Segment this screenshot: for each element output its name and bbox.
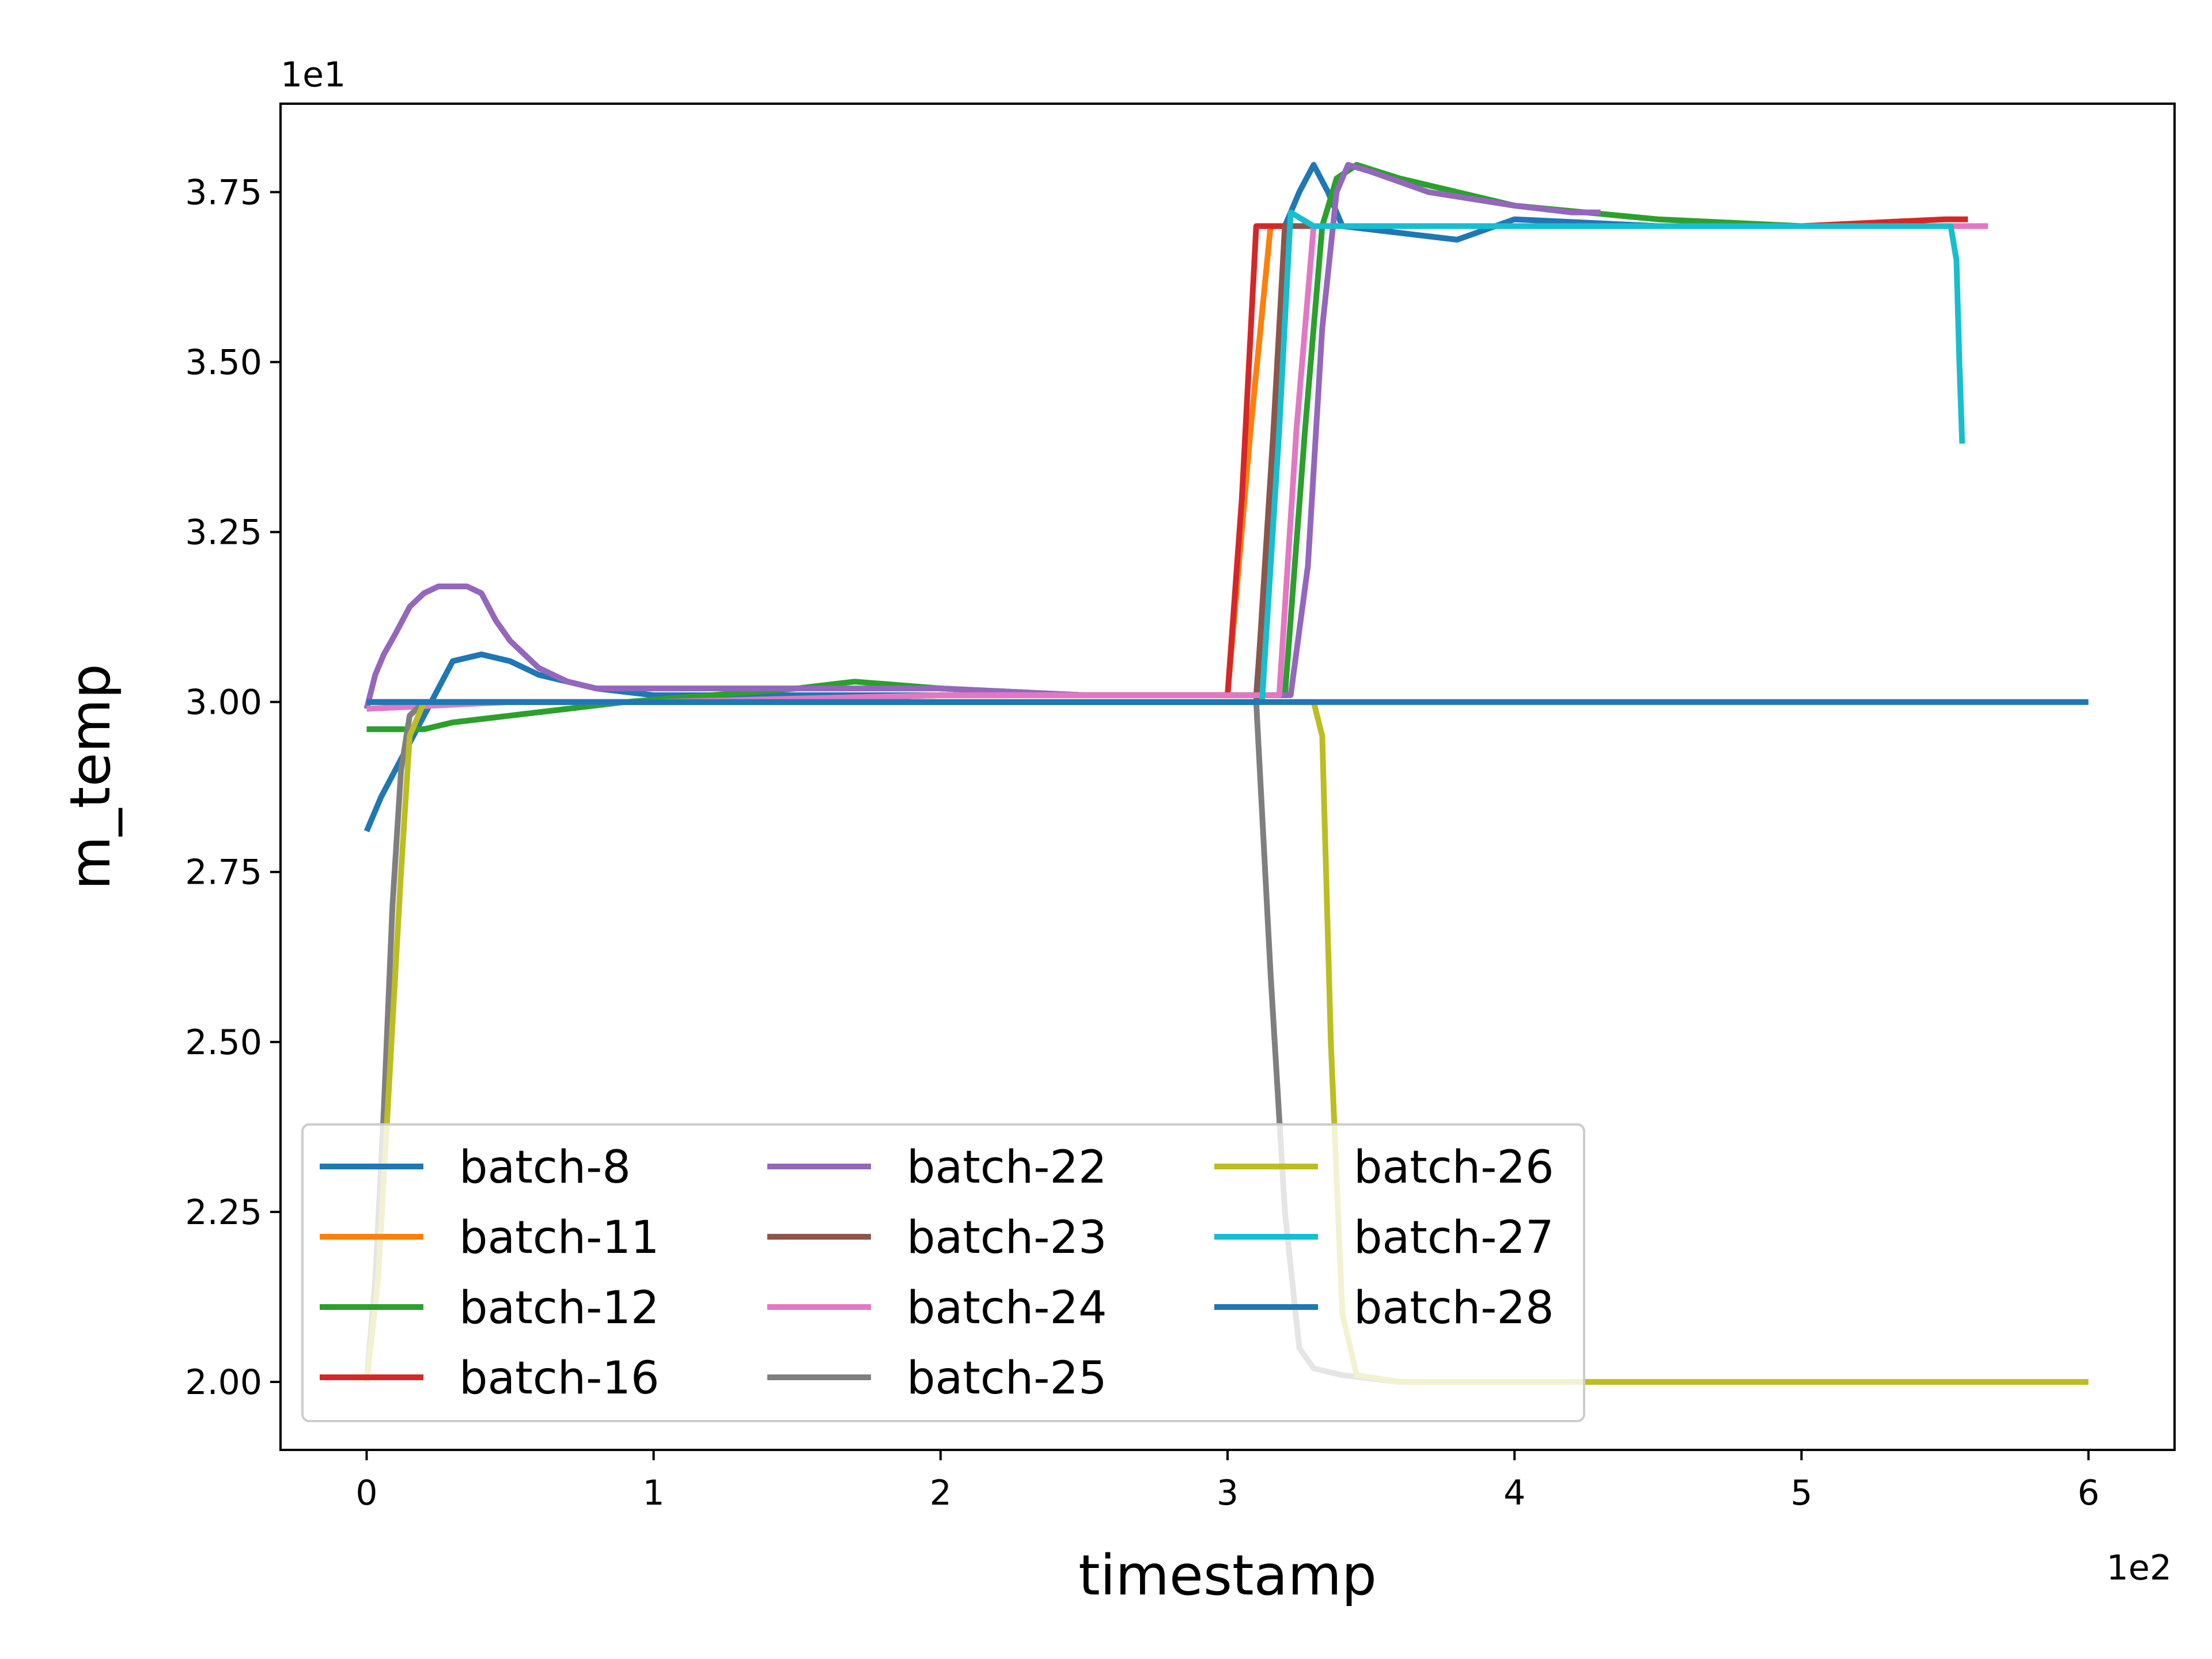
x-offset-text: 1e2 xyxy=(2107,1548,2172,1588)
series-line-batch-22 xyxy=(363,162,1601,710)
legend-label: batch-24 xyxy=(907,1282,1107,1334)
x-tick-label: 0 xyxy=(355,1473,377,1513)
x-tick-label: 6 xyxy=(2077,1473,2099,1513)
legend: batch-8 batch-11 batch-12 batch-16 batch-22 b… xyxy=(301,1123,1585,1422)
y-tick-label: 3.75 xyxy=(185,172,262,213)
x-tick-label: 2 xyxy=(930,1473,952,1513)
legend-label: batch-22 xyxy=(907,1142,1107,1194)
x-tick-label: 5 xyxy=(1790,1473,1812,1513)
legend-box xyxy=(301,1123,1585,1422)
legend-label: batch-8 xyxy=(459,1142,631,1194)
y-tick-label: 3.50 xyxy=(185,343,262,383)
y-tick-label: 2.50 xyxy=(185,1022,262,1063)
legend-label: batch-28 xyxy=(1354,1282,1554,1334)
lines-layer xyxy=(363,162,2089,1385)
ticks-layer: 0 1 2 3 4 5 6 2.00 2.25 2.50 2.75 3.00 3.25 3.50 3.75 xyxy=(185,172,2099,1513)
x-tick-label: 4 xyxy=(1503,1473,1525,1513)
legend-label: batch-26 xyxy=(1354,1142,1554,1194)
y-offset-text: 1e1 xyxy=(281,55,346,95)
y-tick-label: 2.00 xyxy=(185,1362,262,1403)
legend-label: batch-25 xyxy=(907,1353,1107,1404)
y-tick-label: 2.25 xyxy=(185,1192,262,1233)
legend-label: batch-16 xyxy=(459,1353,660,1404)
y-tick-label: 3.00 xyxy=(185,683,262,723)
x-axis-title: timestamp xyxy=(1078,1543,1377,1608)
x-tick-label: 1 xyxy=(643,1473,665,1513)
legend-label: batch-23 xyxy=(907,1212,1107,1264)
y-tick-label: 2.75 xyxy=(185,853,262,893)
legend-label: batch-11 xyxy=(459,1212,660,1264)
y-tick-label: 3.25 xyxy=(185,513,262,553)
y-axis-title: m_temp xyxy=(58,664,123,890)
legend-label: batch-12 xyxy=(459,1282,660,1334)
x-tick-label: 3 xyxy=(1217,1473,1238,1513)
legend-label: batch-27 xyxy=(1354,1212,1554,1264)
